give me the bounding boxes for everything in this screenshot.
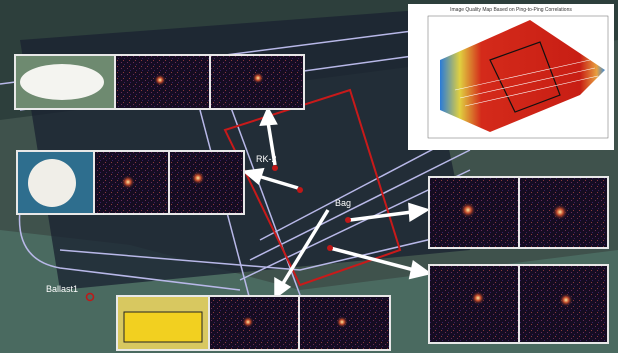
target-marker [327,245,333,251]
object-shape [28,159,76,207]
object-shape [20,64,104,100]
sonar-return [460,202,476,218]
sonar-return [191,171,205,185]
image-panel [14,54,305,110]
sonar-return [336,316,348,328]
sonar-return [121,175,135,189]
sonar-return [559,293,573,307]
target-label: Bag [335,198,351,208]
sonar-return [242,316,254,328]
target-marker [297,187,303,193]
sonar-tile [430,266,518,342]
image-panel [428,264,609,344]
target-label: RK-2 [256,154,277,164]
survey-figure: RK-2 Bag Ballast1 [0,0,618,353]
target-marker [345,217,351,223]
target-marker [272,165,278,171]
sonar-tile [170,152,243,213]
object-shape [124,312,202,342]
quality-map-inset: Image Quality Map Based on Ping-to-Ping … [408,4,614,150]
sonar-return [252,72,264,84]
image-panel [428,176,609,249]
sonar-tile [210,297,298,349]
target-label: Ballast1 [46,284,78,294]
image-panel [116,295,391,351]
sonar-return [471,291,485,305]
sonar-return [154,74,166,86]
inset-title: Image Quality Map Based on Ping-to-Ping … [450,7,572,13]
sonar-return [552,204,568,220]
image-panel [16,150,245,215]
